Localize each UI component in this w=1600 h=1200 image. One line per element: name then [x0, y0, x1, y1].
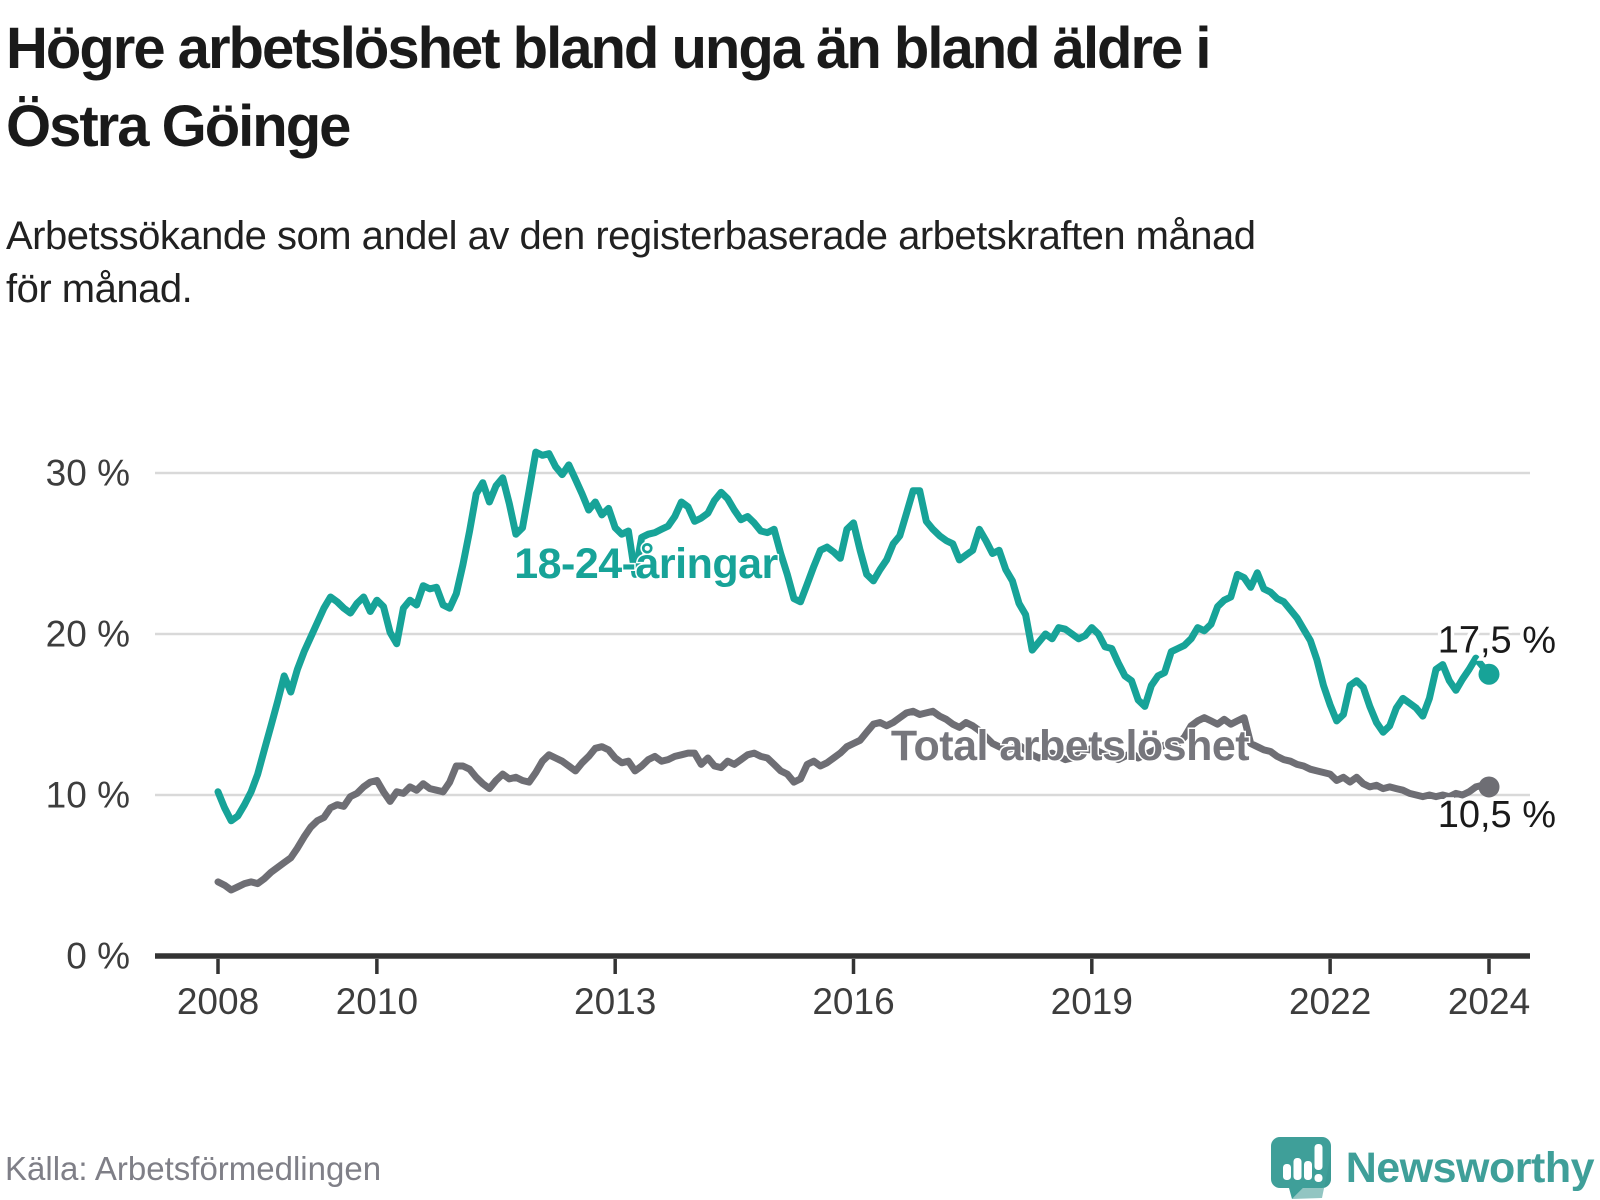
youth-end-value-label: 17,5 % — [1438, 619, 1556, 661]
chart-title: Högre arbetslöshet bland unga än bland ä… — [6, 16, 1212, 159]
x-tick-label-2016: 2016 — [812, 981, 894, 1022]
newsworthy-logo-icon — [1270, 1137, 1331, 1199]
y-tick-label-30: 30 % — [46, 453, 130, 494]
y-tick-label-10: 10 % — [46, 775, 130, 816]
x-tick-label-2010: 2010 — [336, 981, 418, 1022]
source-note: Källa: Arbetsförmedlingen — [5, 1150, 382, 1187]
x-tick-label-2022: 2022 — [1289, 981, 1371, 1022]
x-tick-label-2013: 2013 — [574, 981, 656, 1022]
chart-subtitle: Arbetssökande som andel av den registerb… — [6, 214, 1256, 311]
newsworthy-brand-text: Newsworthy — [1345, 1143, 1595, 1192]
y-tick-label-0: 0 % — [66, 936, 130, 977]
youth-end-dot — [1478, 663, 1500, 685]
total-end-value-label: 10,5 % — [1438, 794, 1556, 836]
line-chart: 0 % 10 % 20 % 30 % 2008 2010 2013 2016 2019 2022 2… — [46, 448, 1560, 1022]
youth-line — [214, 448, 1493, 825]
y-tick-label-20: 20 % — [46, 614, 130, 655]
total-end-dot — [1478, 776, 1500, 798]
x-tick-label-2019: 2019 — [1051, 981, 1133, 1022]
total-line — [214, 707, 1493, 894]
x-tick-label-2008: 2008 — [177, 981, 259, 1022]
youth-series-label: 18-24-åringar — [514, 540, 778, 588]
newsworthy-brand: Newsworthy — [1270, 1136, 1595, 1200]
total-series-label: Total arbetslöshet — [891, 722, 1249, 770]
x-tick-label-2024: 2024 — [1448, 981, 1530, 1022]
